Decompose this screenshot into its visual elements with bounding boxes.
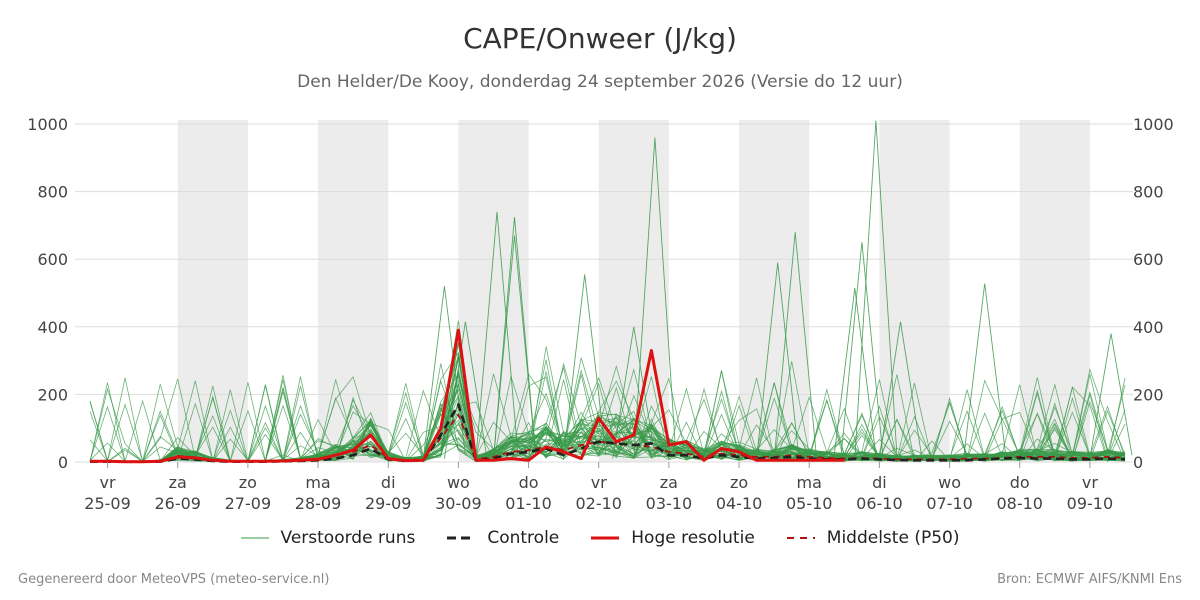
weekend-shading [177, 120, 1090, 462]
x-tick-day: zo [239, 473, 257, 492]
legend-item-median[interactable]: Middelste (P50) [786, 528, 960, 548]
ensemble-peak-line [1089, 333, 1133, 459]
main-series [90, 328, 1126, 464]
x-tick-date: 28-09 [295, 494, 342, 513]
x-tick-day: do [519, 473, 539, 492]
y-tick-label-left: 400 [37, 318, 68, 337]
legend: Verstoorde runs Controle Hoge resolutie … [0, 528, 1200, 548]
shade-band [879, 120, 950, 462]
legend-item-hires[interactable]: Hoge resolutie [591, 528, 755, 548]
y-tick-label-right: 800 [1133, 183, 1164, 202]
x-tick-date: 27-09 [225, 494, 272, 513]
ensemble-peak-line [756, 262, 800, 459]
x-tick-date: 07-10 [926, 494, 973, 513]
y-tick-label-left: 600 [37, 250, 68, 269]
ensemble-peak-line [612, 326, 656, 459]
x-tick-date: 25-09 [84, 494, 131, 513]
x-tick-day: ma [797, 473, 822, 492]
ensemble-peak-line [840, 242, 884, 459]
ensemble-peak-line [878, 321, 922, 459]
x-tick-date: 02-10 [575, 494, 622, 513]
legend-label-ensemble: Verstoorde runs [280, 528, 416, 548]
footer-source: Bron: ECMWF AIFS/KNMI Ens [997, 572, 1182, 587]
x-tick-date: 09-10 [1067, 494, 1114, 513]
y-tick-label-left: 1000 [27, 115, 68, 134]
legend-swatch-control [447, 536, 476, 540]
x-tick-date: 26-09 [154, 494, 201, 513]
y-tick-label-right: 200 [1133, 385, 1164, 404]
x-tick-date: 08-10 [996, 494, 1043, 513]
x-tick-day: di [872, 473, 887, 492]
x-tick-date: 06-10 [856, 494, 903, 513]
y-tick-label-left: 800 [37, 183, 68, 202]
ensemble-peak-line [833, 287, 877, 459]
ensemble-peak-line [493, 216, 537, 459]
ensemble-peak-line [422, 286, 466, 459]
shade-band [1019, 120, 1090, 462]
x-tick-day: vr [100, 473, 116, 492]
ensemble-peak-line [475, 211, 519, 459]
ensemble-peak-line [563, 274, 607, 459]
footer-generated-by: Gegenereerd door MeteoVPS (meteo-service… [18, 572, 330, 587]
x-tick-day: za [660, 473, 678, 492]
x-tick-day: zo [730, 473, 748, 492]
ensemble-peak-line [963, 283, 1007, 459]
legend-label-median: Middelste (P50) [826, 528, 960, 548]
legend-label-control: Controle [487, 528, 560, 548]
x-tick-date: 30-09 [435, 494, 482, 513]
x-tick-day: vr [591, 473, 607, 492]
y-tick-label-right: 1000 [1133, 115, 1174, 134]
x-tick-day: wo [938, 473, 961, 492]
x-tick-date: 03-10 [646, 494, 693, 513]
chart-subtitle: Den Helder/De Kooy, donderdag 24 septemb… [297, 72, 903, 92]
chart-title: CAPE/Onweer (J/kg) [463, 22, 737, 55]
ensemble-peak-line [633, 137, 677, 459]
legend-swatch-ensemble [240, 537, 269, 539]
y-tick-label-right: 400 [1133, 318, 1164, 337]
y-tick-label-right: 600 [1133, 250, 1164, 269]
x-tick-day: di [381, 473, 396, 492]
legend-label-hires: Hoge resolutie [631, 528, 755, 548]
ensemble-peak-line [493, 235, 537, 459]
y-tick-label-left: 200 [37, 385, 68, 404]
axis-labels: 0 0 200 200 400 400 600 600 800 800 1000 1000 vr 25-0… [27, 115, 1173, 513]
y-tick-label-right: 0 [1133, 453, 1143, 472]
ensemble-peak-line [443, 321, 487, 459]
x-tick-date: 04-10 [716, 494, 763, 513]
x-tick-date: 05-10 [786, 494, 833, 513]
x-tick-day: do [1010, 473, 1030, 492]
x-tick-day: wo [447, 473, 470, 492]
x-tick-date: 01-10 [505, 494, 552, 513]
series-line-hoge-resolutie [90, 328, 845, 464]
legend-item-control[interactable]: Controle [447, 528, 559, 548]
x-tick-day: vr [1082, 473, 1098, 492]
y-tick-label-left: 0 [58, 453, 68, 472]
legend-item-ensemble[interactable]: Verstoorde runs [240, 528, 416, 548]
shade-band [458, 120, 529, 462]
x-tick-day: za [169, 473, 187, 492]
legend-swatch-hires [591, 536, 620, 540]
ensemble-peak-line [773, 232, 817, 459]
legend-swatch-median [786, 537, 815, 539]
shade-band [739, 120, 810, 462]
shade-band [177, 120, 248, 462]
x-tick-date: 29-09 [365, 494, 412, 513]
x-tick-day: ma [305, 473, 330, 492]
